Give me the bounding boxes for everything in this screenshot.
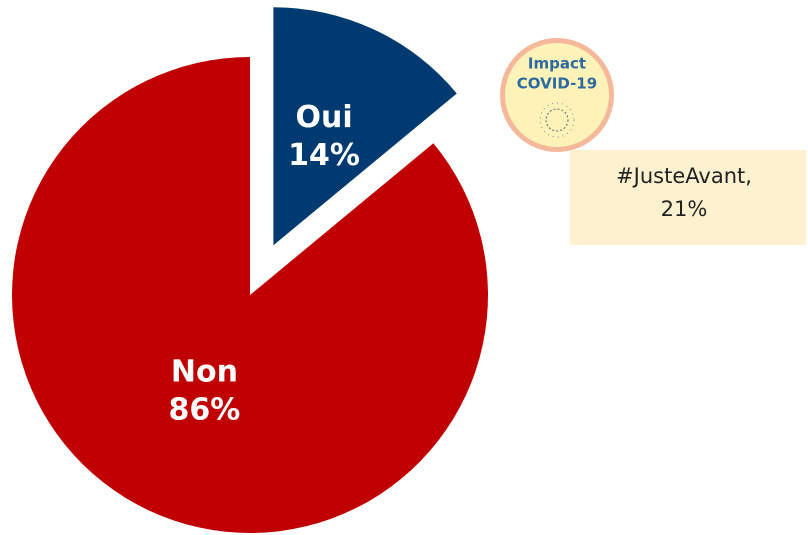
slice bbox=[273, 7, 457, 246]
annotation-label: #JusteAvant, bbox=[616, 164, 752, 188]
slice-value: 86% bbox=[168, 392, 240, 427]
virus-icon bbox=[545, 108, 569, 132]
virus-spikes bbox=[539, 102, 575, 138]
annotation: #JusteAvant, 21% bbox=[570, 150, 806, 245]
slice-value: 14% bbox=[288, 138, 360, 173]
slice bbox=[12, 57, 488, 533]
annotation-value: 21% bbox=[661, 197, 708, 221]
annotation-box bbox=[570, 150, 806, 245]
badge-subtitle: COVID-19 bbox=[517, 75, 597, 93]
badge: Impact COVID-19 bbox=[500, 38, 614, 152]
badge-title: Impact bbox=[528, 55, 586, 73]
slice-name: Non bbox=[171, 354, 238, 389]
badge-face bbox=[505, 43, 609, 147]
slice-name: Oui bbox=[296, 100, 353, 135]
